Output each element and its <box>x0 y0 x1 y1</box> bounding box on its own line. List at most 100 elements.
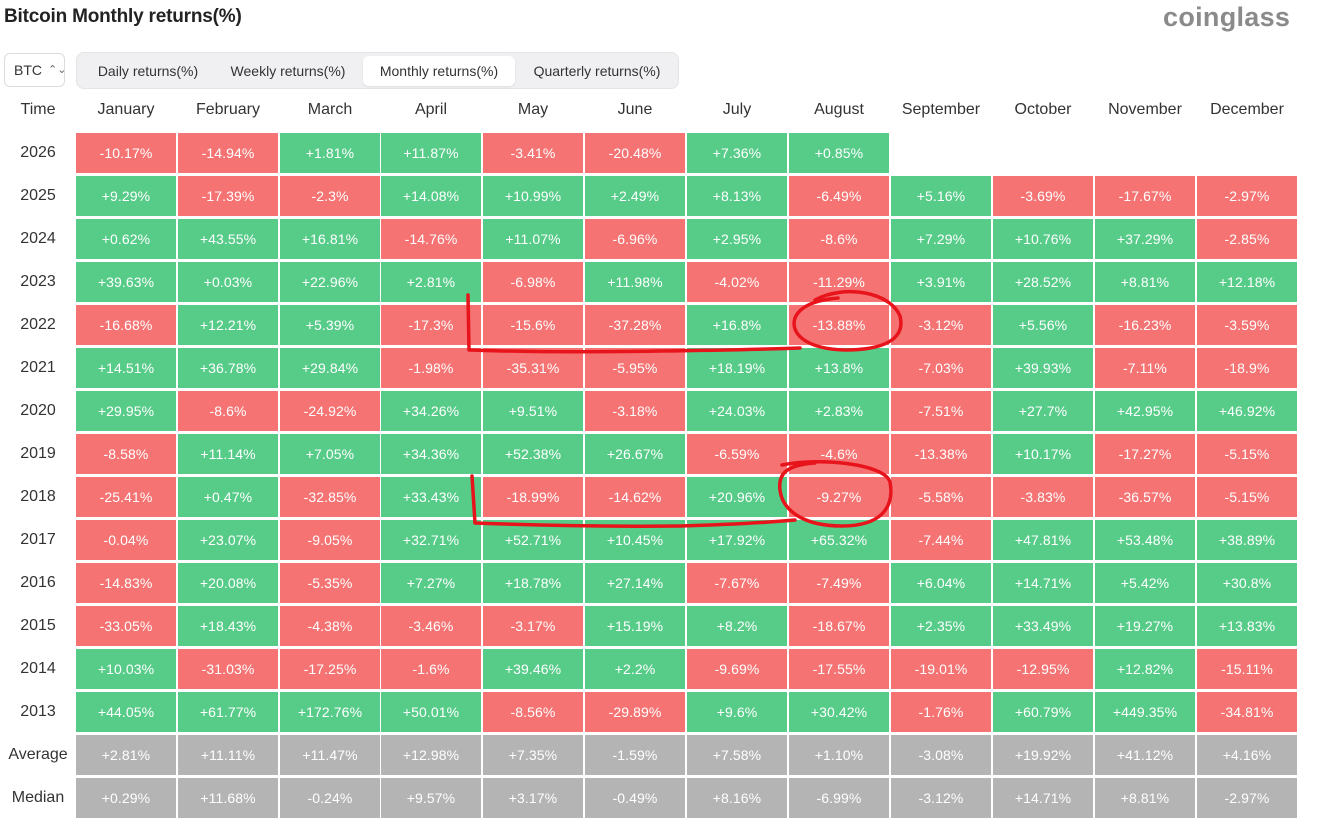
return-cell: -4.02% <box>687 262 787 302</box>
return-cell: -7.51% <box>891 391 991 431</box>
return-cell: -8.6% <box>178 391 278 431</box>
row-label-year: 2020 <box>20 402 56 419</box>
return-cell: -4.6% <box>789 434 889 474</box>
header-april: April <box>414 101 447 118</box>
header-february: February <box>195 101 261 118</box>
return-cell: -15.11% <box>1197 649 1297 689</box>
return-cell: +7.05% <box>280 434 380 474</box>
return-cell: -32.85% <box>280 477 380 517</box>
return-cell: +39.63% <box>76 262 176 302</box>
return-cell: -8.6% <box>789 219 889 259</box>
return-cell: +9.29% <box>76 176 176 216</box>
summary-cell: +41.12% <box>1095 735 1195 775</box>
summary-cell: +19.92% <box>993 735 1093 775</box>
return-cell: -14.94% <box>178 133 278 173</box>
return-cell: -24.92% <box>280 391 380 431</box>
return-cell: -35.31% <box>483 348 583 388</box>
return-cell: +13.8% <box>789 348 889 388</box>
return-cell: -34.81% <box>1197 692 1297 732</box>
return-cell: +0.62% <box>76 219 176 259</box>
return-cell: -33.05% <box>76 606 176 646</box>
return-cell: -5.95% <box>585 348 685 388</box>
return-cell: +14.08% <box>381 176 481 216</box>
return-cell: +8.2% <box>687 606 787 646</box>
tab-monthly-returns[interactable]: Monthly returns(%) <box>363 56 515 86</box>
return-cell: +20.08% <box>178 563 278 603</box>
return-cell: -17.39% <box>178 176 278 216</box>
return-cell: +3.91% <box>891 262 991 302</box>
return-cell: +29.84% <box>280 348 380 388</box>
return-cell: -25.41% <box>76 477 176 517</box>
return-cell: -18.67% <box>789 606 889 646</box>
return-cell: +9.6% <box>687 692 787 732</box>
return-cell: -31.03% <box>178 649 278 689</box>
tab-weekly-returns[interactable]: Weekly returns(%) <box>230 63 346 79</box>
return-cell: -17.25% <box>280 649 380 689</box>
coin-select-value: BTC <box>14 62 42 78</box>
return-cell: -3.83% <box>993 477 1093 517</box>
return-cell: +5.16% <box>891 176 991 216</box>
return-cell: -36.57% <box>1095 477 1195 517</box>
summary-cell: +8.16% <box>687 778 787 818</box>
row-label-year: 2023 <box>20 273 56 290</box>
tab-daily-returns[interactable]: Daily returns(%) <box>97 63 199 79</box>
tab-quarterly-returns[interactable]: Quarterly returns(%) <box>533 63 661 79</box>
summary-cell: -0.49% <box>585 778 685 818</box>
header-july: July <box>722 101 752 118</box>
return-cell: +27.14% <box>585 563 685 603</box>
chevron-up-down-icon: ⌃⌄ <box>48 63 67 76</box>
return-cell: +19.27% <box>1095 606 1195 646</box>
returns-period-tabs: Daily returns(%) Weekly returns(%) Month… <box>76 52 679 89</box>
summary-cell: +2.81% <box>76 735 176 775</box>
return-cell: -3.69% <box>993 176 1093 216</box>
return-cell: -10.17% <box>76 133 176 173</box>
return-cell: +36.78% <box>178 348 278 388</box>
summary-cell: +7.58% <box>687 735 787 775</box>
header-january: January <box>97 101 155 118</box>
return-cell: -7.49% <box>789 563 889 603</box>
return-cell: -8.56% <box>483 692 583 732</box>
row-label-year: 2024 <box>20 230 56 247</box>
row-label-year: 2025 <box>20 187 56 204</box>
return-cell: -13.38% <box>891 434 991 474</box>
return-cell: +23.07% <box>178 520 278 560</box>
header-june: June <box>617 101 653 118</box>
return-cell: +11.14% <box>178 434 278 474</box>
return-cell: +52.38% <box>483 434 583 474</box>
row-label-year: 2015 <box>20 617 56 634</box>
summary-cell: -2.97% <box>1197 778 1297 818</box>
summary-cell: +4.16% <box>1197 735 1297 775</box>
return-cell: +22.96% <box>280 262 380 302</box>
return-cell: +42.95% <box>1095 391 1195 431</box>
return-cell: -7.11% <box>1095 348 1195 388</box>
summary-cell: +0.29% <box>76 778 176 818</box>
summary-cell: +1.10% <box>789 735 889 775</box>
return-cell: -1.98% <box>381 348 481 388</box>
return-cell: -9.27% <box>789 477 889 517</box>
return-cell: +0.03% <box>178 262 278 302</box>
return-cell: -8.58% <box>76 434 176 474</box>
return-cell: +52.71% <box>483 520 583 560</box>
return-cell: -5.15% <box>1197 477 1297 517</box>
return-cell: +10.17% <box>993 434 1093 474</box>
return-cell: +449.35% <box>1095 692 1195 732</box>
return-cell: +13.83% <box>1197 606 1297 646</box>
return-cell: -7.44% <box>891 520 991 560</box>
return-cell: +12.18% <box>1197 262 1297 302</box>
return-cell: +10.03% <box>76 649 176 689</box>
coin-select[interactable]: BTC ⌃⌄ <box>4 53 67 87</box>
return-cell: +10.99% <box>483 176 583 216</box>
return-cell: +65.32% <box>789 520 889 560</box>
return-cell: +10.45% <box>585 520 685 560</box>
return-cell: -17.27% <box>1095 434 1195 474</box>
return-cell: +50.01% <box>381 692 481 732</box>
return-cell: -17.3% <box>381 305 481 345</box>
return-cell: +0.47% <box>178 477 278 517</box>
return-cell: -29.89% <box>585 692 685 732</box>
return-cell: -0.04% <box>76 520 176 560</box>
return-cell: +60.79% <box>993 692 1093 732</box>
return-cell: +26.67% <box>585 434 685 474</box>
return-cell: -15.6% <box>483 305 583 345</box>
header-time: Time <box>20 101 56 118</box>
summary-cell: +12.98% <box>381 735 481 775</box>
